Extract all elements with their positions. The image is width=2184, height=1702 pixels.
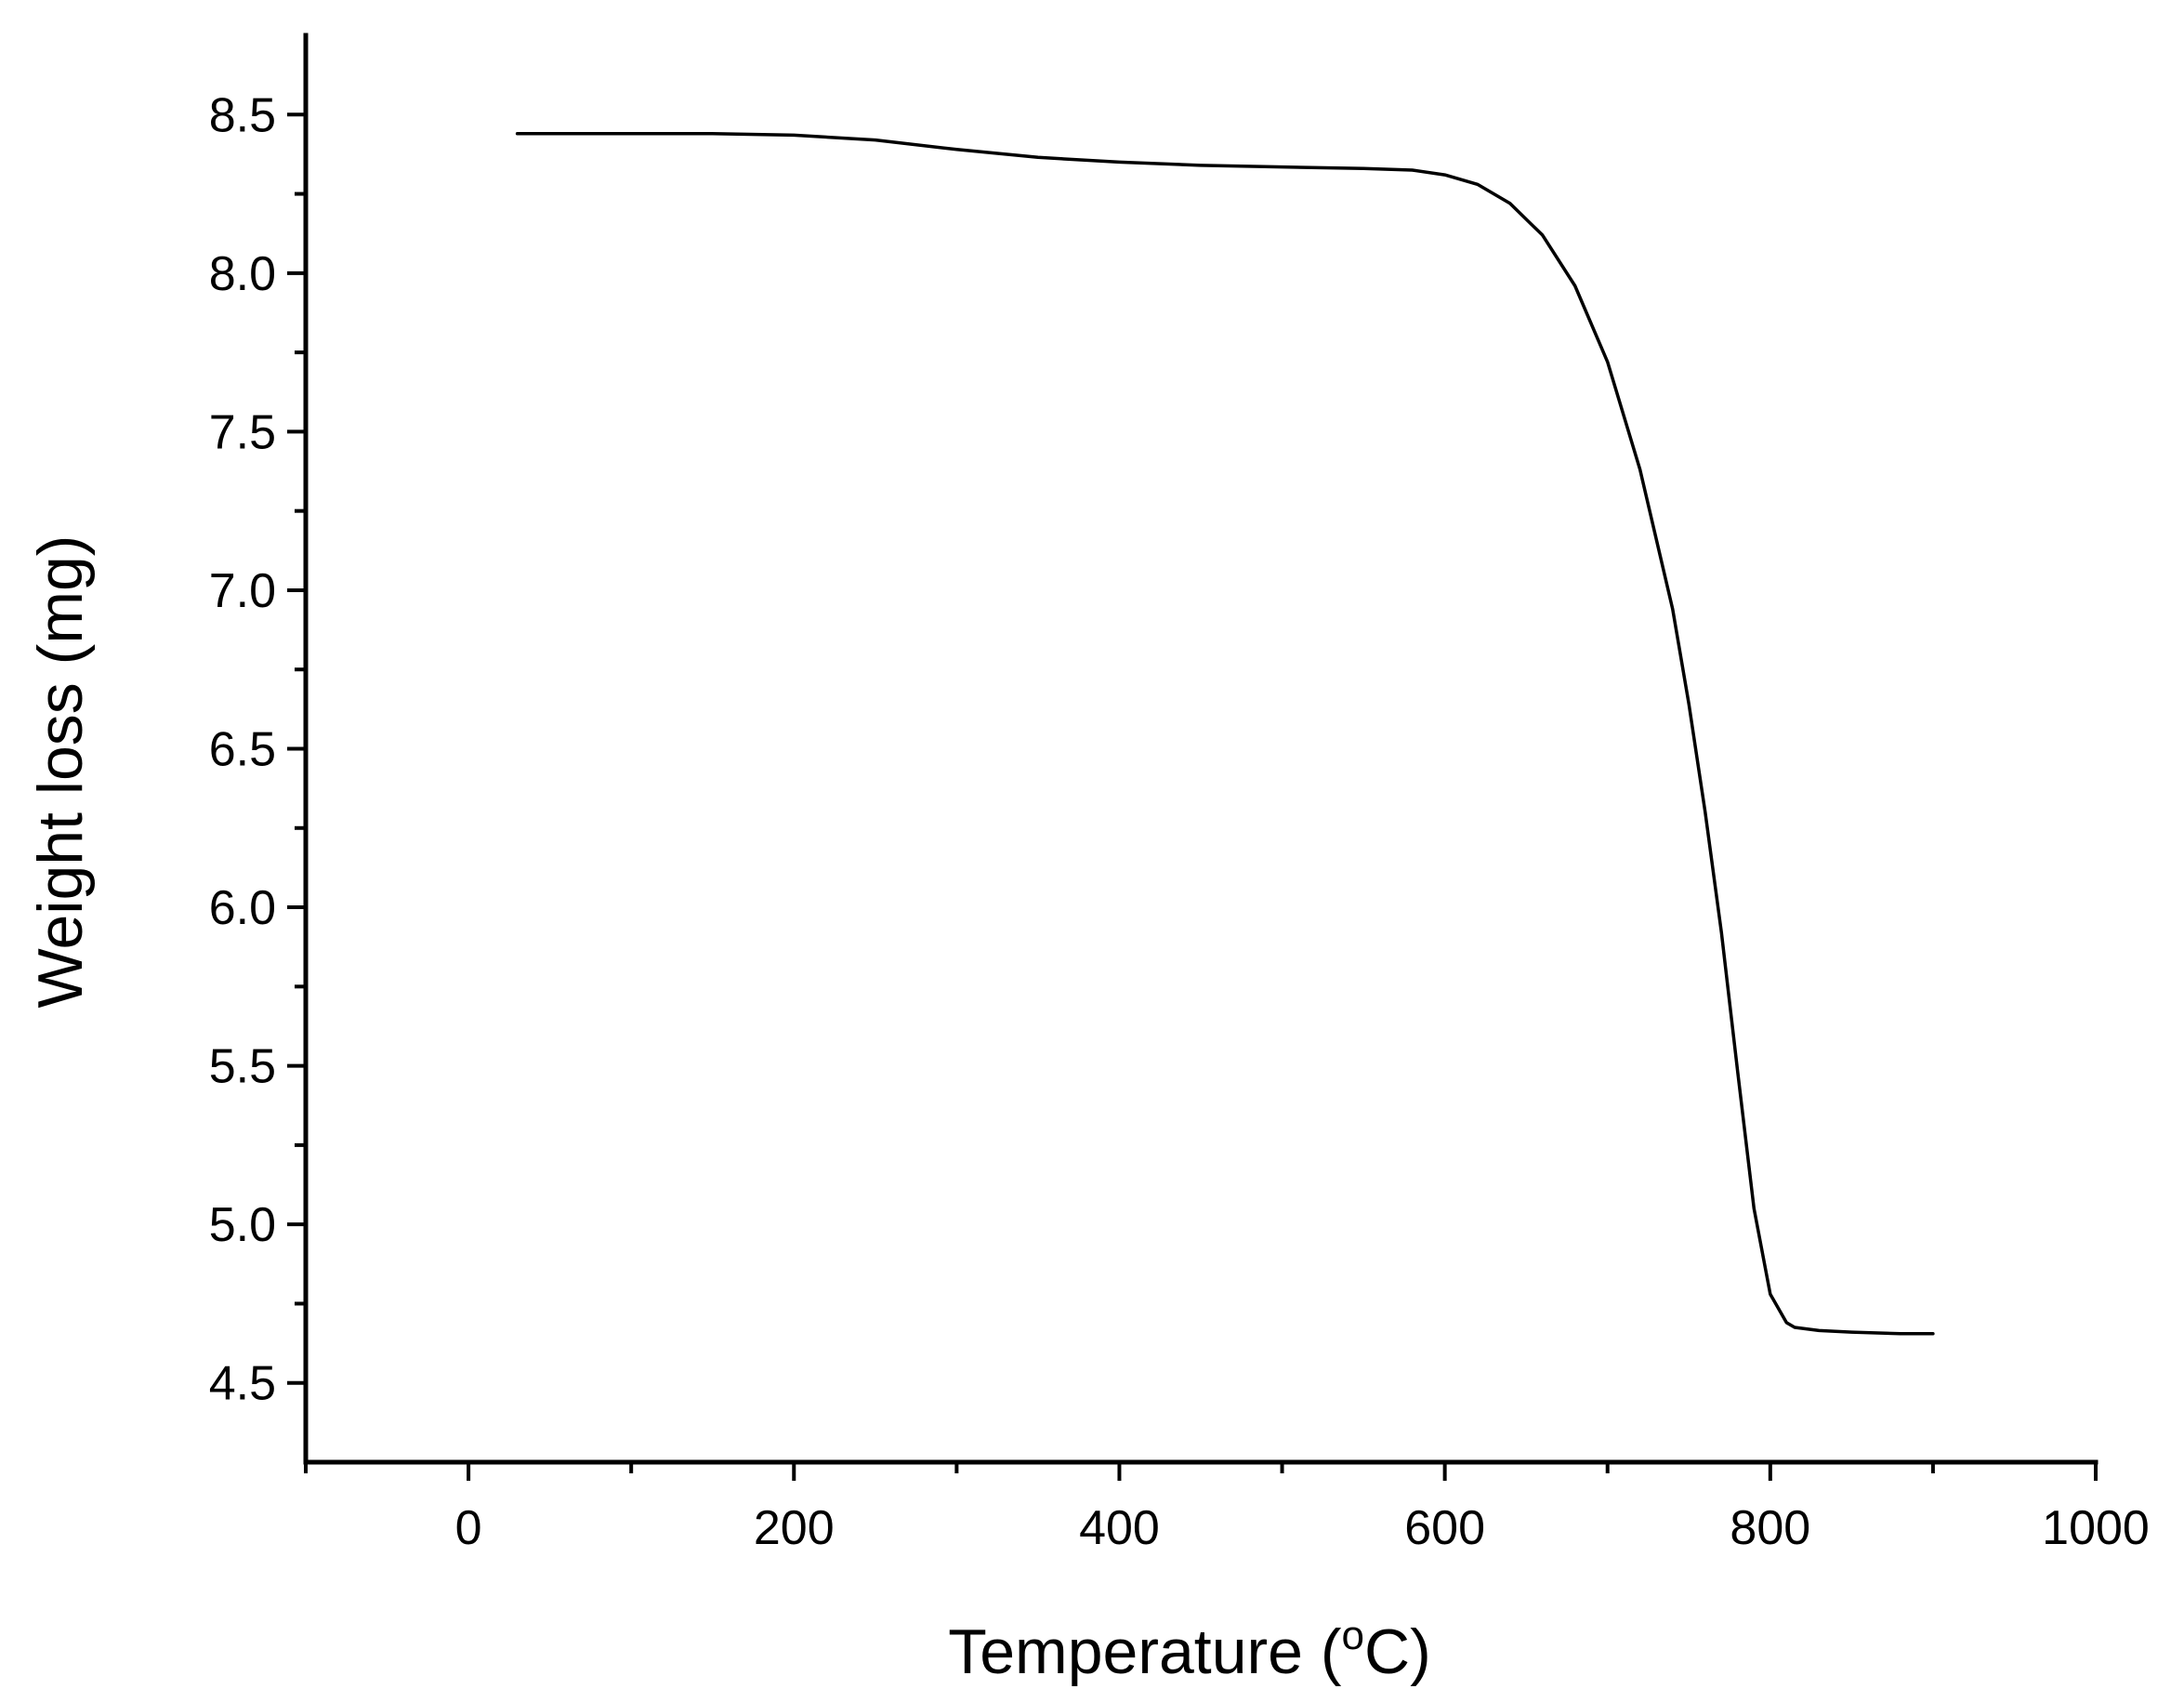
y-tick-label: 6.5	[209, 723, 276, 777]
x-axis-title-degree: o	[1342, 1613, 1364, 1658]
tick-labels: 4.5 5.0 5.5 6.0 6.5 7.0 7.5 8.0 8.5 0 200 400 600 800…	[209, 88, 2150, 1555]
x-axis-title-prefix: Temperature (	[948, 1616, 1342, 1687]
y-tick-label: 8.5	[209, 88, 276, 142]
y-tick-label: 4.5	[209, 1357, 276, 1411]
y-axis-title: Weight loss (mg)	[25, 535, 96, 1009]
y-tick-label: 7.5	[209, 405, 276, 459]
x-tick-label: 200	[754, 1501, 835, 1555]
x-axis-title-suffix: C)	[1364, 1616, 1431, 1687]
weight-loss-curve	[515, 131, 1935, 1336]
x-axis-title: Temperature (oC)	[948, 1613, 1431, 1687]
x-tick-label: 0	[455, 1501, 482, 1555]
ticks	[287, 112, 2098, 1481]
y-tick-label: 5.0	[209, 1198, 276, 1252]
x-tick-label: 400	[1079, 1501, 1160, 1555]
y-tick-label: 8.0	[209, 247, 276, 301]
y-tick-label: 5.5	[209, 1040, 276, 1094]
x-tick-label: 800	[1730, 1501, 1810, 1555]
y-tick-label: 7.0	[209, 564, 276, 618]
plot-area	[515, 131, 1935, 1336]
y-tick-label: 6.0	[209, 881, 276, 935]
x-tick-label: 600	[1404, 1501, 1485, 1555]
x-tick-label: 1000	[2042, 1501, 2150, 1555]
